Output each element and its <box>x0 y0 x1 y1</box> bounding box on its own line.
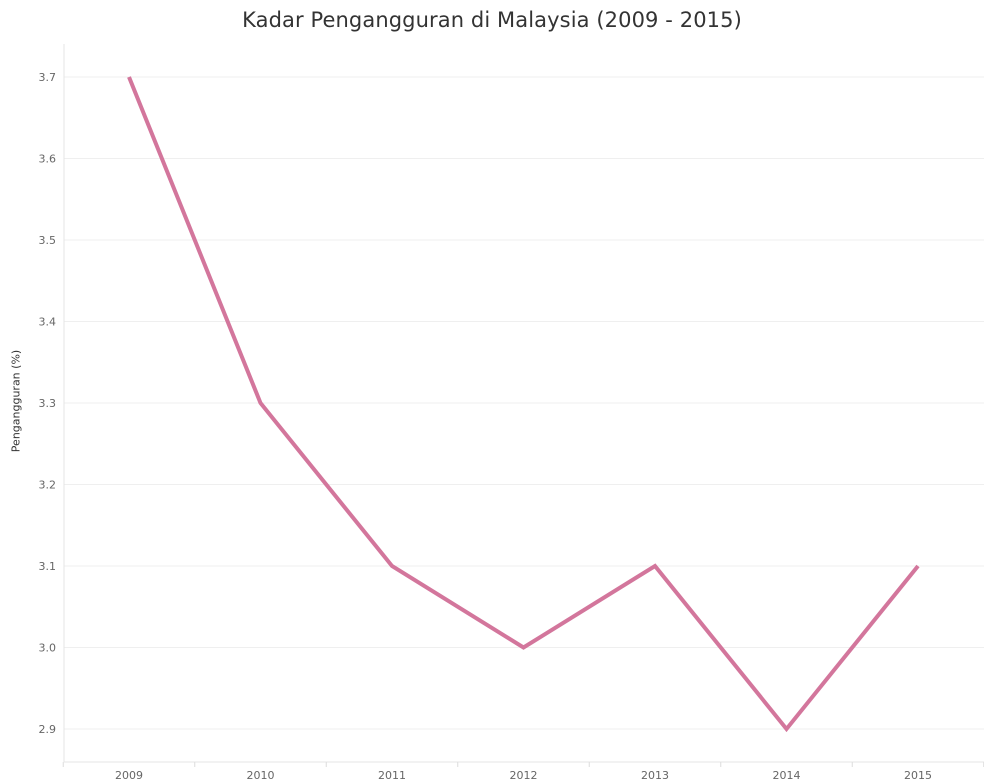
x-axis-ticks: 2009 2010 2011 2012 2013 2014 2015 <box>115 769 932 782</box>
data-point[interactable] <box>782 724 792 734</box>
y-tick-label: 3.4 <box>39 316 57 329</box>
y-tick-label: 3.6 <box>39 153 57 166</box>
y-tick-label: 3.2 <box>39 479 57 492</box>
data-point[interactable] <box>256 398 266 408</box>
x-tick-label: 2012 <box>510 769 538 782</box>
data-point[interactable] <box>913 561 923 571</box>
data-point[interactable] <box>519 643 529 653</box>
series-line[interactable] <box>127 76 920 733</box>
x-tick-label: 2015 <box>904 769 932 782</box>
y-axis-ticks: 3.7 3.6 3.5 3.4 3.3 3.2 3.1 3.0 2.9 <box>39 71 57 736</box>
x-tick-label: 2013 <box>641 769 669 782</box>
y-tick-label: 3.3 <box>39 397 57 410</box>
x-tick-label: 2010 <box>247 769 275 782</box>
y-tick-label: 3.7 <box>39 71 57 84</box>
x-tick-label: 2009 <box>115 769 143 782</box>
y-tick-label: 2.9 <box>39 723 57 736</box>
y-tick-label: 3.0 <box>39 642 57 655</box>
data-point[interactable] <box>124 72 134 82</box>
gridlines <box>64 76 984 730</box>
y-tick-label: 3.1 <box>39 560 57 573</box>
x-tick-label: 2011 <box>378 769 406 782</box>
x-tick-label: 2014 <box>773 769 801 782</box>
series-layer <box>124 72 923 734</box>
data-point[interactable] <box>387 561 397 571</box>
y-tick-label: 3.5 <box>39 234 57 247</box>
chart-title: Kadar Pengangguran di Malaysia (2009 - 2… <box>242 8 742 32</box>
data-point[interactable] <box>650 561 660 571</box>
